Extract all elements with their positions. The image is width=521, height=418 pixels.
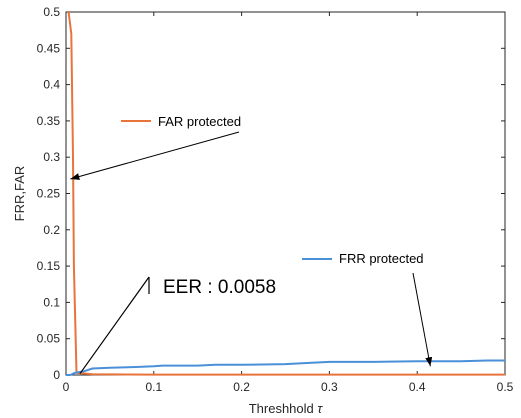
- y-tick-label: 0.3: [43, 150, 60, 164]
- label-frr-protected: FRR protected: [339, 251, 424, 266]
- y-tick-label: 0.25: [37, 187, 61, 201]
- x-axis-title: Threshhold τ: [249, 401, 324, 416]
- series-line-far: [67, 11, 505, 376]
- x-tick-label: 0.1: [145, 380, 162, 394]
- series-line-frr: [66, 359, 505, 376]
- y-tick-label: 0.1: [43, 295, 60, 309]
- label-far-protected: FAR protected: [158, 114, 241, 129]
- label-eer: EER : 0.0058: [163, 277, 276, 298]
- series-layer: [66, 11, 505, 376]
- annotation-layer: FAR protected FRR protected EER : 0.0058: [70, 114, 433, 374]
- arrow-frr-protected: [412, 272, 433, 367]
- plot-area: [65, 11, 506, 376]
- y-tick-label: 0.35: [37, 114, 61, 128]
- y-tick-label: 0.45: [37, 41, 61, 55]
- y-tick-label: 0.5: [43, 5, 60, 19]
- y-axis-title: FRR,FAR: [12, 166, 27, 222]
- y-tick-label: 0.05: [37, 332, 61, 346]
- arrow-far-protected: [70, 131, 240, 180]
- pointer-eer: [79, 276, 150, 374]
- y-tick-label: 0.2: [43, 223, 60, 237]
- x-axis-ticks: 0 0.1 0.2 0.3 0.4 0.5: [63, 12, 514, 394]
- y-tick-label: 0.15: [37, 259, 61, 273]
- y-axis-ticks: 0 0.05 0.1 0.15 0.2 0.25 0.3 0.35 0.4 0.45 0.5: [37, 5, 505, 382]
- x-tick-label: 0.3: [321, 380, 338, 394]
- x-tick-label: 0.5: [497, 380, 514, 394]
- y-tick-label: 0.4: [43, 78, 60, 92]
- x-tick-label: 0.4: [409, 380, 426, 394]
- y-tick-label: 0: [53, 368, 60, 382]
- x-tick-label: 0: [63, 380, 70, 394]
- x-tick-label: 0.2: [233, 380, 250, 394]
